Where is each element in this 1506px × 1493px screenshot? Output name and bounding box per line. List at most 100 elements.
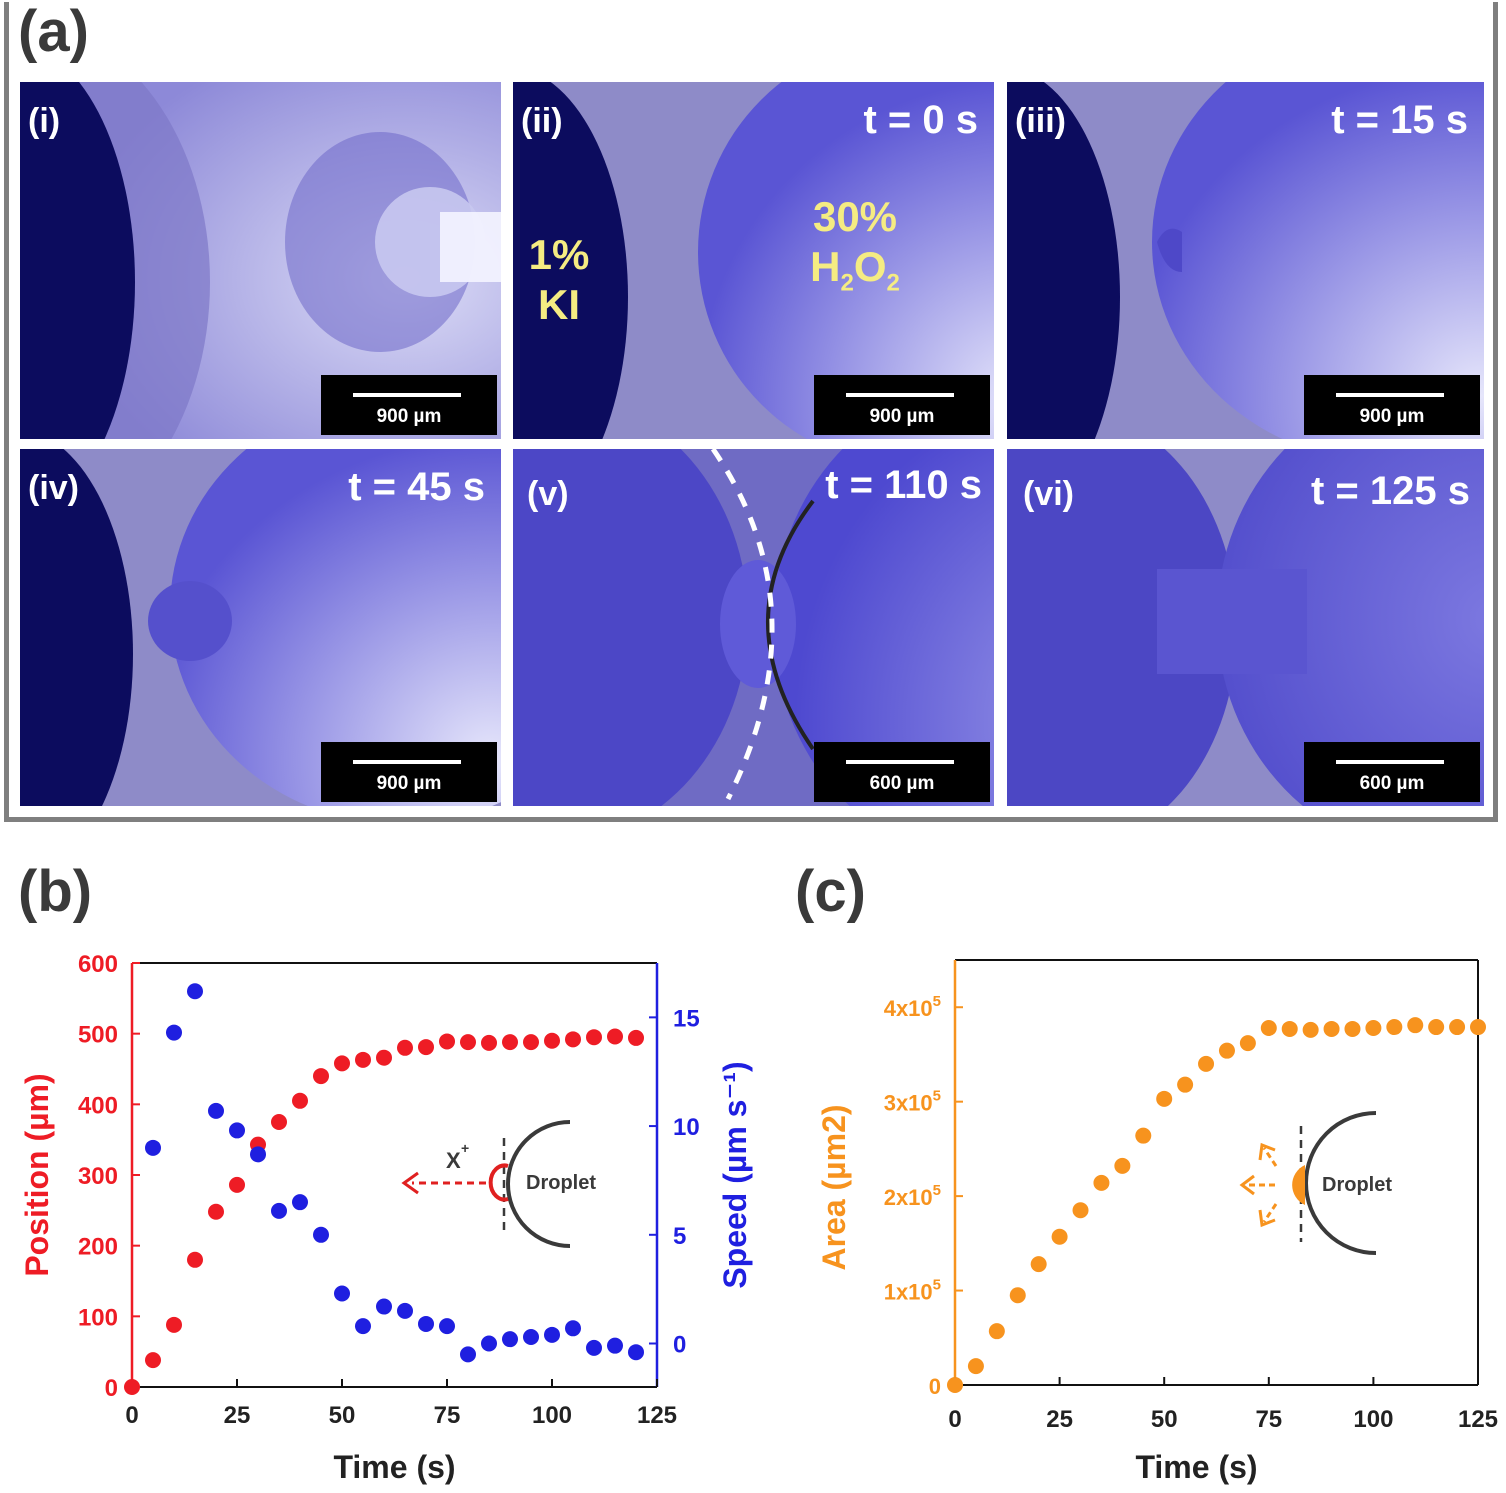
growth-arrowhead-left [1239, 1174, 1255, 1196]
area-point [1135, 1127, 1152, 1144]
position-point [208, 1203, 224, 1220]
position-point [397, 1039, 413, 1056]
growth-arrow-up [1262, 1147, 1278, 1167]
frame-i-scale-text: 900 µm [376, 406, 442, 427]
frame-iv-scalebar: 900 µm [321, 742, 497, 802]
panel-a-label: (a) [18, 0, 89, 64]
area-point [1365, 1020, 1382, 1036]
speed-point [586, 1339, 602, 1356]
position-point [334, 1055, 350, 1072]
area-point [1239, 1035, 1256, 1052]
position-point [313, 1068, 329, 1085]
droplet-outline [506, 1120, 571, 1248]
area-point [1323, 1020, 1340, 1037]
left-y-tick-label: 0 [105, 1375, 118, 1402]
position-point [565, 1031, 581, 1048]
area-point [1386, 1019, 1403, 1036]
left-y-tick-label: 400 [78, 1092, 118, 1119]
right-y-tick-label: 15 [673, 1005, 700, 1032]
frame-ii-label: (ii) [521, 102, 563, 140]
frame-ii-scale-text: 900 µm [869, 406, 935, 427]
area-point [1344, 1020, 1361, 1037]
growth-arrow-down [1262, 1203, 1278, 1223]
area-point [988, 1323, 1005, 1340]
x-axis-title: Time (s) [1135, 1449, 1257, 1485]
speed-point [418, 1315, 434, 1332]
frame-iii: (iii) t = 15 s 900 µm [1007, 82, 1484, 439]
scalebar-line [1336, 393, 1444, 397]
area-point [947, 1377, 963, 1393]
frame-iii-label: (iii) [1015, 102, 1066, 140]
panel-a-frame [4, 2, 1498, 822]
frame-iv-image [20, 449, 501, 806]
speed-point [376, 1298, 392, 1315]
flux-x-sup: + [461, 1140, 469, 1156]
left-y-tick-label: 600 [78, 951, 118, 978]
area-point [1218, 1042, 1235, 1059]
frame-iv: (iv) t = 45 s 900 µm [20, 449, 501, 806]
area-point [1114, 1157, 1131, 1174]
position-point [544, 1032, 560, 1049]
area-point [1407, 1017, 1424, 1034]
speed-point [355, 1318, 371, 1335]
speed-point [523, 1328, 539, 1345]
speed-point [397, 1302, 413, 1319]
position-point [124, 1379, 140, 1395]
y-tick-label: 3x105 [884, 1088, 941, 1116]
frame-vi-image [1007, 449, 1484, 806]
frame-ii-time: t = 0 s [863, 98, 978, 142]
red-bulge [488, 1163, 509, 1202]
scalebar-line [846, 393, 954, 397]
x-tick-label: 25 [224, 1402, 251, 1429]
scalebar-line [846, 760, 954, 764]
position-point [145, 1352, 161, 1369]
speed-point [250, 1146, 266, 1163]
position-point [523, 1034, 539, 1051]
area-point [1156, 1090, 1173, 1107]
panel-b-inset: X + Droplet [401, 1120, 596, 1248]
growth-arrowhead-up [1258, 1142, 1276, 1161]
position-point [376, 1049, 392, 1066]
area-point [1281, 1020, 1298, 1037]
left-y-tick-label: 100 [78, 1304, 118, 1331]
x-axis-title: Time (s) [333, 1449, 455, 1485]
frame-i-label: (i) [28, 102, 61, 140]
position-point [355, 1051, 371, 1068]
position-point [481, 1034, 497, 1051]
ki-formula: KI [538, 281, 580, 328]
orange-cap [1292, 1165, 1305, 1205]
x-tick-label: 100 [1353, 1406, 1393, 1433]
speed-point [460, 1346, 476, 1363]
area-point [1302, 1021, 1319, 1038]
h2o2-percent: 30% [812, 193, 898, 240]
droplet-label-c: Droplet [1322, 1174, 1392, 1196]
speed-point [166, 1024, 182, 1041]
frame-v-scale-text: 600 µm [869, 773, 935, 794]
scalebar-line [353, 393, 461, 397]
right-y-tick-label: 0 [673, 1332, 686, 1359]
left-y-tick-label: 300 [78, 1163, 118, 1190]
position-point [292, 1092, 308, 1109]
position-point [271, 1114, 287, 1130]
position-point [166, 1316, 182, 1333]
area-point [1428, 1019, 1445, 1036]
ki-concentration-label: 1% KI [513, 230, 605, 330]
speed-point [628, 1344, 644, 1361]
scalebar-line [1336, 760, 1444, 764]
x-tick-label: 0 [948, 1406, 961, 1433]
position-point [460, 1034, 476, 1051]
frame-v-scalebar: 600 µm [814, 742, 990, 802]
frame-iii-time: t = 15 s [1331, 98, 1468, 142]
right-y-axis-title: Speed (µm s⁻¹) [717, 1061, 753, 1288]
speed-point [502, 1331, 518, 1348]
area-point [1470, 1019, 1486, 1036]
frame-iii-scale-text: 900 µm [1359, 406, 1425, 427]
speed-point [607, 1337, 623, 1354]
h2o2-formula: H2O2 [810, 243, 900, 297]
x-tick-label: 50 [1151, 1406, 1178, 1433]
frame-vi-label: (vi) [1023, 475, 1074, 513]
position-point [502, 1034, 518, 1051]
droplet-label-b: Droplet [526, 1172, 596, 1194]
